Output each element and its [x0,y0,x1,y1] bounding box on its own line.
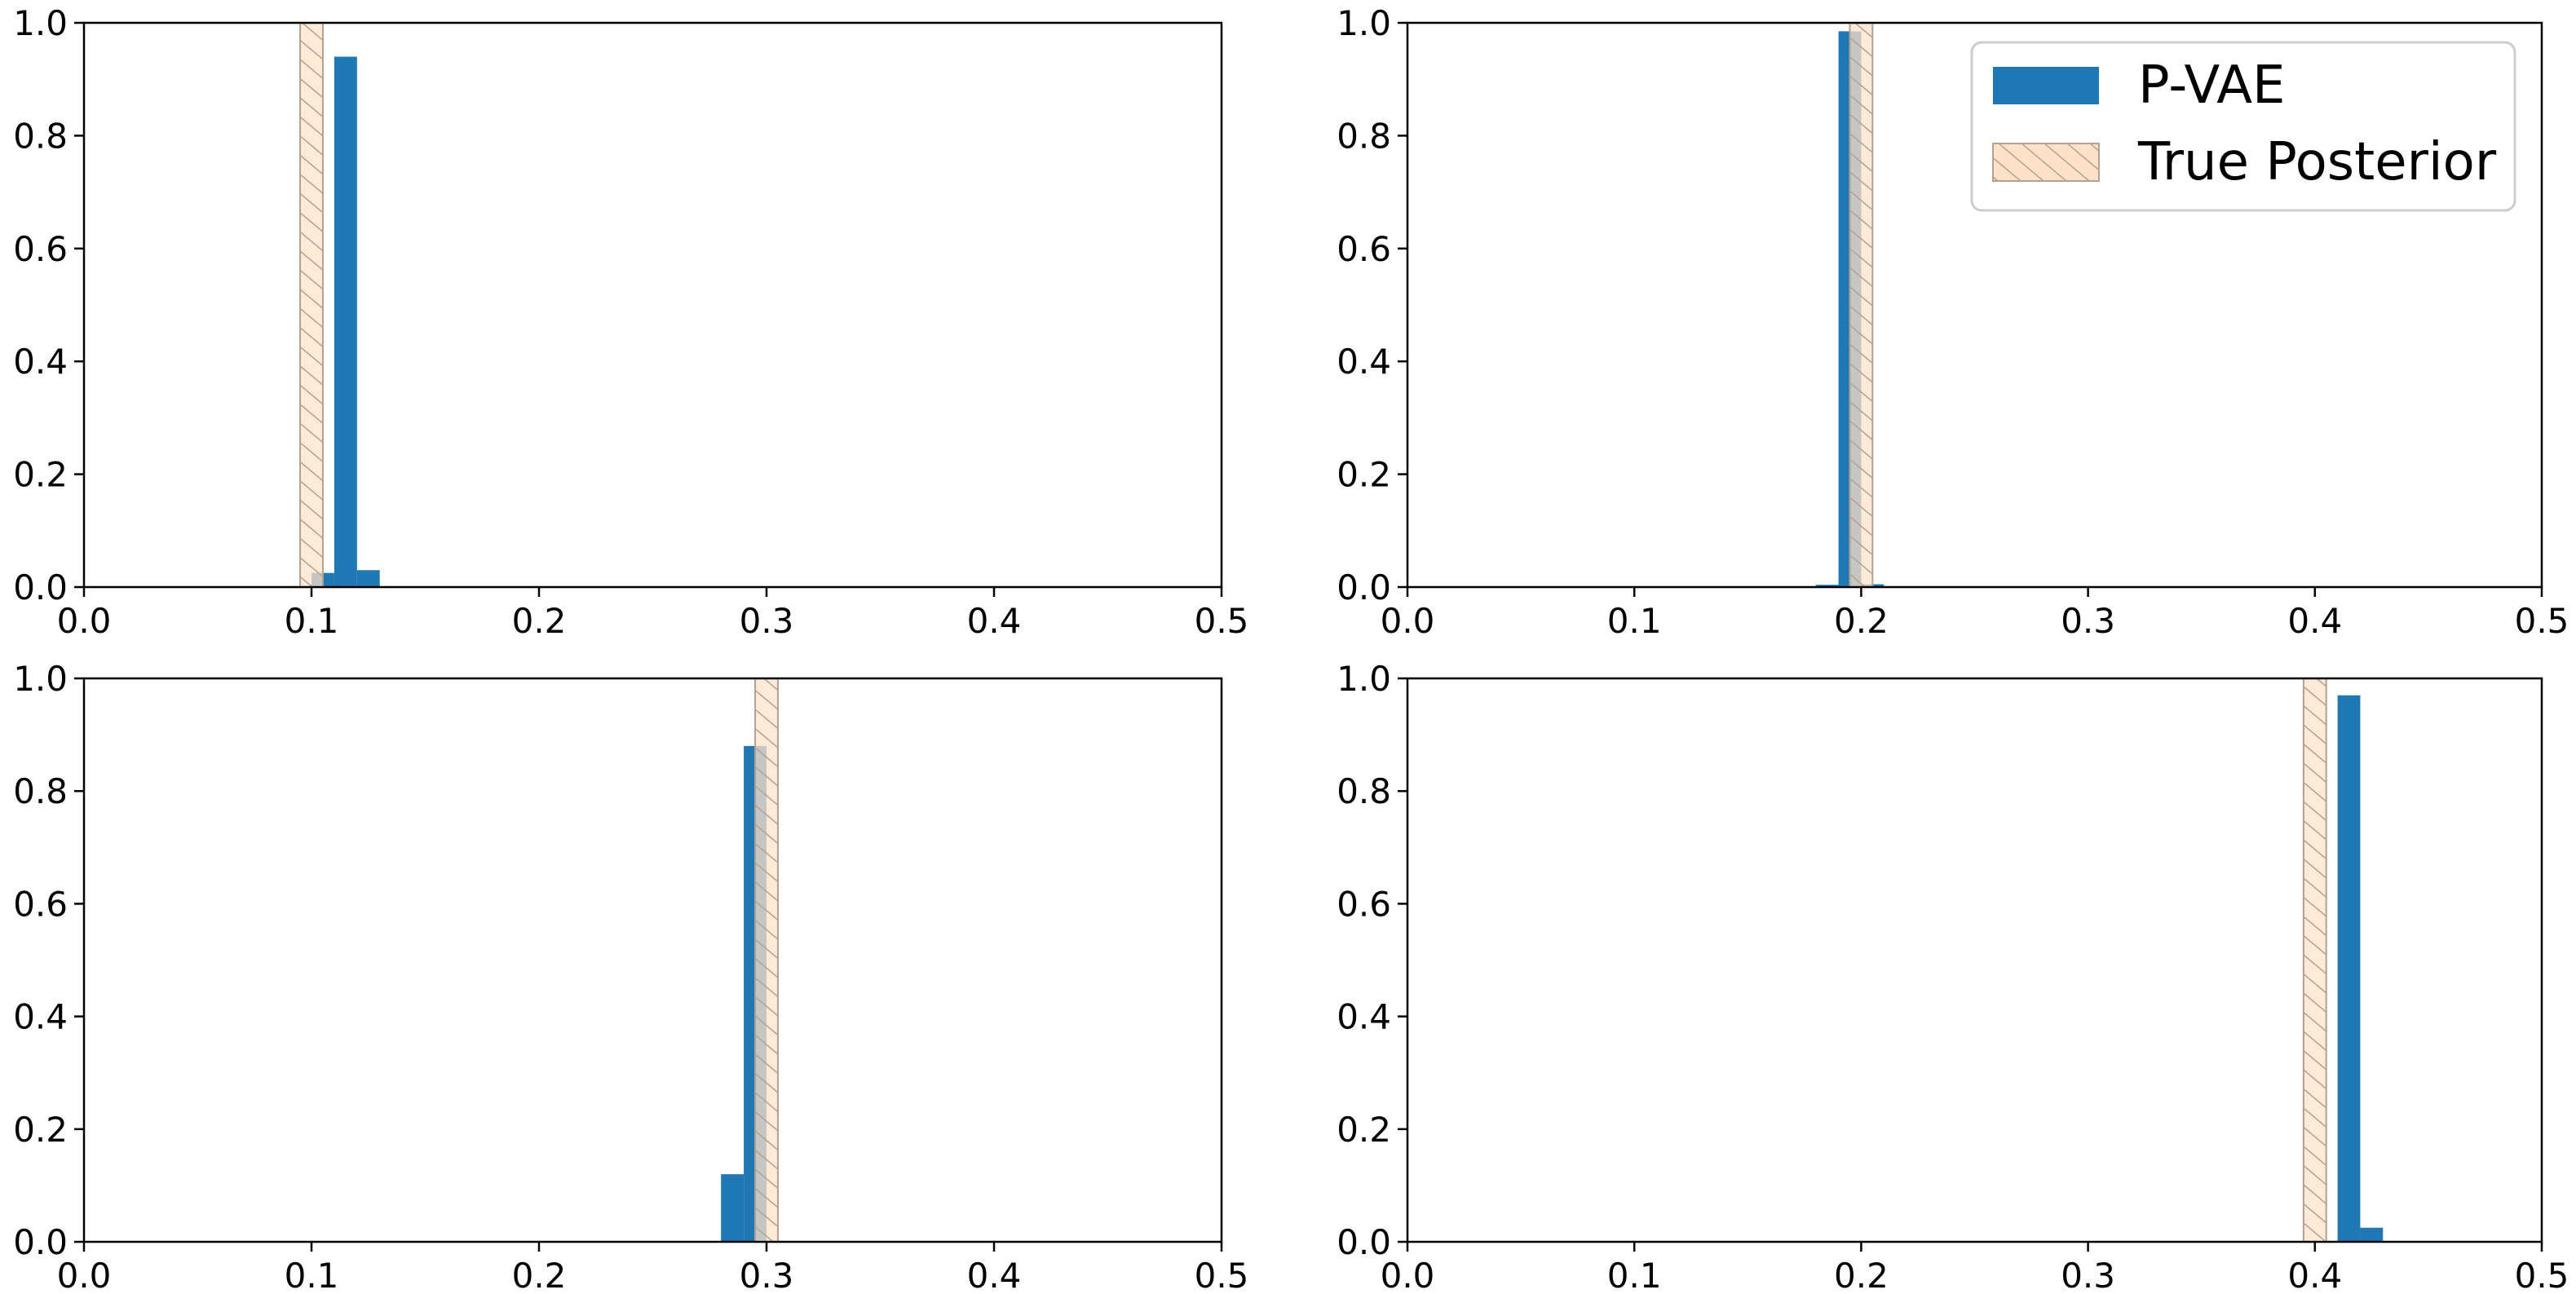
x-tick-label: 0.5 [2515,601,2569,641]
x-tick-label: 0.3 [2061,601,2115,641]
y-tick-label: 1.0 [13,659,68,699]
y-tick-label: 0.4 [1337,997,1391,1037]
y-tick-label: 0.4 [1337,342,1391,382]
subplot-bottom-left: 0.0 0.1 0.2 0.3 0.4 0.5 0.0 0.2 0.4 0.6 0.8 1.0 [13,659,1248,1294]
x-tick-label: 0.2 [1834,1256,1889,1294]
x-tick-label: 0.4 [2287,601,2342,641]
x-tick-label: 0.4 [967,601,1022,641]
x-tick-label: 0.5 [2515,1256,2569,1294]
pvae-bar [2360,1227,2384,1242]
x-tick-label: 0.3 [740,601,794,641]
x-tick-label: 0.5 [1195,601,1249,641]
y-tick-label: 0.0 [13,1222,68,1262]
x-tick-label: 0.5 [1195,1256,1249,1294]
x-tick-label: 0.1 [1607,1256,1662,1294]
legend-label-pvae: P-VAE [2138,55,2285,116]
axes-frame [82,677,1223,1243]
y-tick-label: 1.0 [1337,3,1391,43]
legend-swatch-true-posterior-hatch [1992,143,2100,182]
subplot-top-left: 0.0 0.1 0.2 0.3 0.4 0.5 0.0 0.2 0.4 0.6 0.8 1.0 [13,3,1248,641]
true-posterior-bar-hatch [754,678,779,1243]
x-tick-label: 0.0 [1381,1256,1435,1294]
pvae-bar [2337,695,2361,1242]
x-tick-label: 0.2 [512,601,567,641]
x-tick-label: 0.3 [2061,1256,2115,1294]
subplot-top-right: 0.0 0.1 0.2 0.3 0.4 0.5 0.0 0.2 0.4 0.6 0.8 1.0 [1337,3,2569,641]
y-tick-label: 1.0 [1337,659,1391,699]
x-tick-label: 0.1 [285,601,339,641]
y-tick-label: 0.0 [13,568,68,607]
y-tick-label: 0.4 [13,997,68,1037]
y-tick-label: 0.8 [1337,771,1391,811]
y-tick-label: 0.0 [1337,568,1391,607]
pvae-bar [1815,585,1839,587]
x-tick-label: 0.4 [967,1256,1022,1294]
y-tick-label: 1.0 [13,3,68,43]
true-posterior-bar-hatch [2302,678,2327,1243]
pvae-bar [334,56,357,587]
axes-frame [82,21,1223,589]
axes-frame [1406,21,2543,589]
y-tick-label: 0.8 [1337,116,1391,156]
x-tick-label: 0.3 [740,1256,794,1294]
legend-label-true-posterior: True Posterior [2137,132,2497,192]
x-tick-label: 0.0 [57,601,112,641]
y-tick-label: 0.4 [13,342,68,382]
x-tick-label: 0.1 [1607,601,1662,641]
x-tick-label: 0.0 [57,1256,112,1294]
pvae-bar [356,570,380,587]
y-tick-label: 0.2 [1337,1110,1391,1150]
y-tick-label: 0.6 [13,884,68,924]
true-posterior-bar-hatch [1849,22,1874,588]
x-tick-label: 0.2 [512,1256,567,1294]
x-tick-label: 0.0 [1381,601,1435,641]
x-tick-label: 0.2 [1834,601,1889,641]
pvae-bar [721,1174,745,1242]
legend-swatch-pvae [1993,67,2099,104]
y-tick-label: 0.6 [13,229,68,269]
subplot-bottom-right: 0.0 0.1 0.2 0.3 0.4 0.5 0.0 0.2 0.4 0.6 0.8 1.0 [1337,659,2569,1294]
y-tick-label: 0.2 [13,1110,68,1150]
true-posterior-bar-hatch [299,22,324,588]
x-tick-label: 0.4 [2287,1256,2342,1294]
y-tick-label: 0.8 [13,116,68,156]
y-tick-label: 0.6 [1337,229,1391,269]
y-tick-label: 0.0 [1337,1222,1391,1262]
legend: P-VAE True Posterior [1970,41,2516,212]
axes-frame [1406,677,2543,1243]
y-tick-label: 0.6 [1337,884,1391,924]
y-tick-label: 0.2 [1337,455,1391,495]
y-tick-label: 0.2 [13,455,68,495]
legend-frame [1970,41,2516,212]
x-tick-label: 0.1 [285,1256,339,1294]
y-tick-label: 0.8 [13,771,68,811]
